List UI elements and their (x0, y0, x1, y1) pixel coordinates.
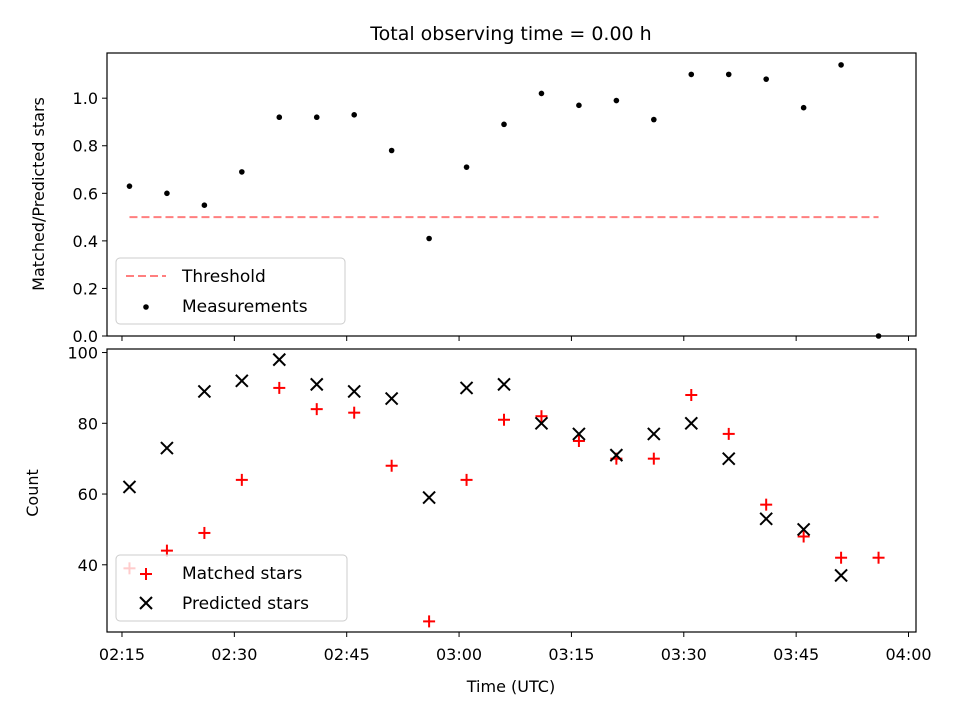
predicted-star-point (684, 416, 698, 430)
matched-star-point (797, 530, 810, 543)
matched-star-point (722, 427, 735, 440)
predicted-star-point (647, 427, 661, 441)
y-tick-label: 40 (78, 556, 98, 575)
measurement-point (613, 97, 620, 104)
measurement-point (651, 116, 657, 123)
ratio-panel: Total observing time = 0.00 h Matched/Pr… (29, 23, 917, 346)
legend-measurements-label: Measurements (182, 297, 308, 317)
y-tick-label: 1.0 (73, 89, 98, 108)
x-axis-label: Time (UTC) (466, 677, 555, 696)
y-tick-label: 0.8 (73, 137, 98, 156)
measurement-point (201, 202, 208, 209)
x-tick-label: 03:45 (773, 645, 819, 664)
predicted-star-point (534, 416, 549, 430)
measurement-point (388, 147, 395, 154)
predicted-star-point (609, 448, 624, 462)
x-tick-label: 03:30 (661, 645, 707, 664)
plot-frame-top (106, 52, 917, 337)
measurement-point (576, 102, 582, 109)
matched-star-point (760, 498, 773, 511)
count-panel: Count Time (UTC) 40 60 80 100 02:15 02:30 02:4… (23, 344, 932, 696)
legend-top: Threshold Measurements (115, 257, 346, 325)
chart-title: Total observing time = 0.00 h (369, 23, 651, 45)
matched-star-point (385, 459, 398, 472)
predicted-star-point (572, 427, 586, 441)
predicted-star-point (497, 377, 511, 392)
predicted-star-point (384, 391, 399, 406)
measurement-point (276, 114, 283, 121)
y-tick-label: 0.4 (73, 232, 98, 251)
legend-measurements-swatch (143, 304, 149, 310)
y-axis-label-count: Count (23, 469, 42, 517)
legend-threshold-label: Threshold (181, 267, 266, 287)
y-tick-label: 0.6 (73, 184, 98, 203)
x-tick-label: 03:15 (548, 645, 594, 664)
matched-star-point (348, 406, 361, 419)
measurement-point (164, 190, 170, 197)
predicted-star-point (347, 384, 361, 399)
matched-star-point (310, 403, 323, 416)
legend-box (115, 554, 348, 622)
legend-matched-label: Matched stars (182, 564, 302, 584)
matched-star-point (872, 551, 885, 564)
predicted-star-point (796, 522, 811, 537)
matched-star-point (198, 526, 211, 539)
predicted-star-point (759, 512, 773, 526)
y-tick-label: 60 (78, 485, 98, 504)
predicted-star-point (459, 381, 474, 395)
matched-star-point (647, 452, 660, 465)
measurement-point (426, 235, 432, 242)
matched-star-point (572, 434, 585, 447)
matched-star-point (835, 551, 848, 564)
measurement-point (463, 164, 470, 170)
predicted-star-point (310, 377, 324, 392)
predicted-star-point (272, 352, 286, 367)
predicted-star-point (122, 480, 137, 494)
x-tick-label: 02:45 (324, 645, 370, 664)
measurement-point (538, 90, 545, 97)
legend-bottom: Matched stars Predicted stars (115, 554, 348, 622)
y-tick-label: 0.2 (73, 279, 98, 298)
legend-box (115, 257, 346, 325)
matched-star-point (685, 388, 698, 401)
legend-predicted-label: Predicted stars (182, 594, 309, 614)
x-tick-label: 02:30 (211, 645, 257, 664)
predicted-star-point (235, 374, 249, 388)
measurement-point (800, 104, 807, 111)
measurement-point (239, 169, 245, 175)
predicted-star-point (197, 384, 212, 399)
matched-star-point (273, 381, 286, 394)
y-tick-label: 100 (67, 344, 98, 363)
y-tick-label: 80 (78, 414, 98, 433)
measurement-point (763, 76, 769, 82)
y-tick-label: 0.0 (73, 327, 98, 346)
matched-star-point (235, 473, 248, 486)
predicted-star-point (722, 451, 736, 466)
legend-predicted-swatch (139, 596, 153, 610)
x-tick-label: 04:00 (885, 645, 931, 664)
measurement-point (351, 112, 357, 118)
x-tick-label: 02:15 (99, 645, 145, 664)
matched-star-point (460, 473, 473, 486)
matched-star-point (535, 410, 548, 423)
x-tick-label: 03:00 (436, 645, 482, 664)
measurement-point (501, 121, 507, 128)
predicted-star-point (160, 441, 174, 455)
legend-matched-swatch (140, 568, 152, 580)
matched-star-point (498, 413, 511, 426)
measurement-point (725, 71, 732, 78)
measurement-point (688, 71, 695, 78)
y-axis-label-ratio: Matched/Predicted stars (29, 97, 48, 291)
predicted-star-point (834, 568, 848, 583)
matched-star-point (423, 615, 436, 628)
predicted-star-point (422, 490, 436, 505)
measurement-point (313, 114, 320, 121)
measurement-point (838, 62, 844, 68)
plot-frame-bottom (106, 348, 917, 633)
measurement-point (126, 183, 133, 189)
